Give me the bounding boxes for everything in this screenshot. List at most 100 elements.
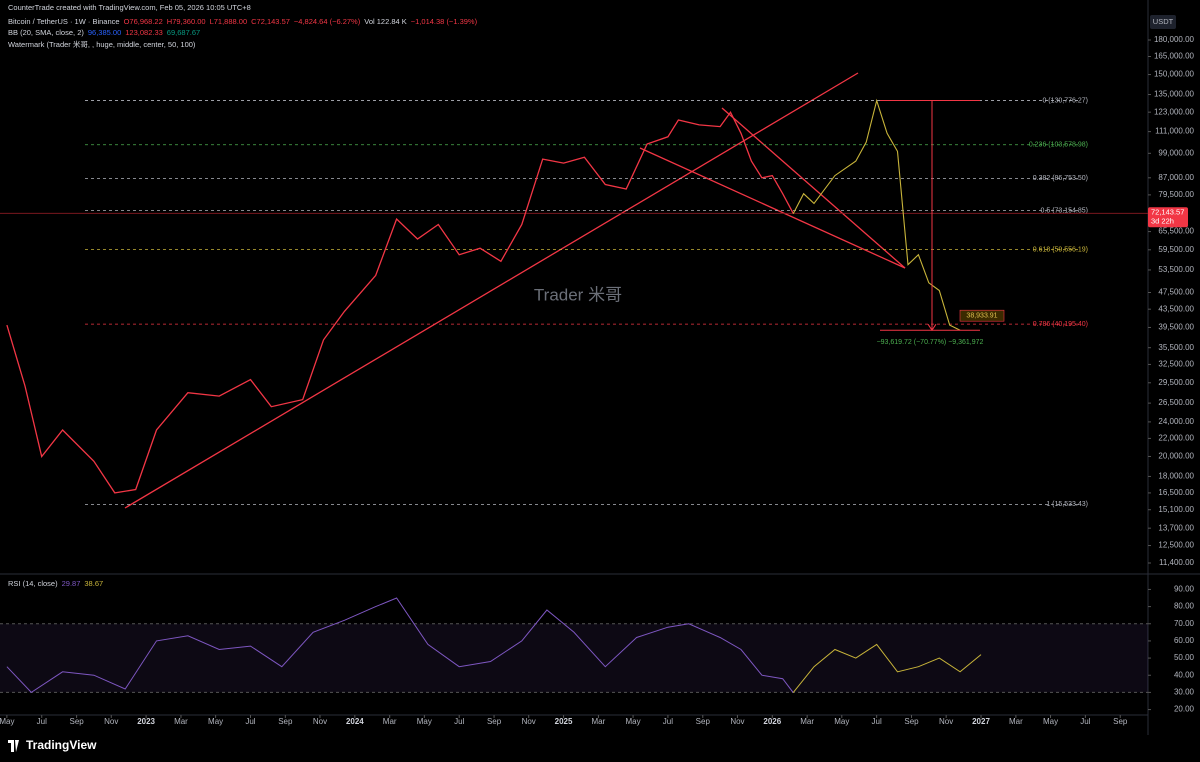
x-tick-label: Sep bbox=[278, 717, 293, 726]
x-tick-label: Jul bbox=[872, 717, 882, 726]
trend-line bbox=[721, 107, 906, 269]
y-tick-label: 180,000.00 bbox=[1154, 35, 1195, 44]
x-tick-label: Jul bbox=[663, 717, 673, 726]
y-tick-label: 47,500.00 bbox=[1158, 288, 1194, 297]
currency-box bbox=[1150, 15, 1176, 29]
y-tick-label: 79,500.00 bbox=[1158, 190, 1194, 199]
fib-label: 0 (130,776.27) bbox=[1042, 97, 1088, 104]
y-tick-label: 65,500.00 bbox=[1158, 227, 1194, 236]
bb: BB (20, SMA, close, 2) bbox=[8, 28, 84, 37]
x-tick-label: Mar bbox=[383, 717, 397, 726]
x-tick-label: May bbox=[1043, 717, 1058, 726]
y-tick-label: 53,500.00 bbox=[1158, 265, 1194, 274]
x-tick-label: Sep bbox=[487, 717, 502, 726]
currency: USDT bbox=[1153, 17, 1174, 26]
target-label: 38,933.91 bbox=[966, 313, 997, 320]
price-line bbox=[792, 643, 982, 693]
y-tick-label: 26,500.00 bbox=[1158, 398, 1194, 407]
fib-label: 0.382 (86,753.50) bbox=[1033, 175, 1088, 182]
y-tick-label: 150,000.00 bbox=[1154, 70, 1195, 79]
y-tick-label: 15,100.00 bbox=[1158, 505, 1194, 514]
x-tick-label: 2025 bbox=[555, 717, 573, 726]
x-tick-label: 2023 bbox=[137, 717, 155, 726]
y-tick-label: 99,000.00 bbox=[1158, 148, 1194, 157]
x-tick-label: Sep bbox=[1113, 717, 1128, 726]
y-tick-label: 11,400.00 bbox=[1159, 558, 1195, 567]
rsi-title: RSI (14, close) bbox=[8, 579, 58, 588]
bb-line: BB (20, SMA, close, 2) 96,385.00 123,082.3… bbox=[8, 28, 204, 37]
y-tick-label: 30.00 bbox=[1174, 688, 1195, 697]
symbol-line: Bitcoin / TetherUS · 1W · Binance O76,968… bbox=[8, 17, 481, 26]
x-tick-label: Sep bbox=[696, 717, 711, 726]
last-price-tag bbox=[1148, 207, 1188, 228]
volume-change: −1,014.38 (−1.39%) bbox=[410, 17, 478, 26]
measure-label: −93,619.72 (−70.77%) −9,361,972 bbox=[877, 339, 984, 346]
volume: Vol 122.84 K bbox=[364, 17, 407, 26]
fib-label: 0.236 (103,578.98) bbox=[1029, 142, 1088, 149]
price-line bbox=[792, 98, 961, 331]
footer-logo: TradingView bbox=[26, 738, 97, 752]
x-tick-label: Sep bbox=[904, 717, 919, 726]
y-tick-label: 16,500.00 bbox=[1158, 488, 1194, 497]
ohlc: C72,143.57 bbox=[251, 17, 290, 26]
trend-lines bbox=[124, 72, 906, 509]
x-tick-label: 2024 bbox=[346, 717, 364, 726]
y-tick-label: 123,000.00 bbox=[1154, 107, 1195, 116]
last-price-label: 72,143.57 bbox=[1151, 207, 1184, 216]
y-tick-label: 111,000.00 bbox=[1155, 127, 1194, 136]
x-tick-label: Jul bbox=[37, 717, 47, 726]
y-tick-label: 80.00 bbox=[1174, 602, 1195, 611]
arrow-head bbox=[927, 323, 937, 332]
fib-label: 0.618 (59,556.19) bbox=[1033, 246, 1088, 253]
fib-label: 0.786 (40,195.40) bbox=[1033, 321, 1088, 328]
x-tick-label: Mar bbox=[592, 717, 606, 726]
credit: CounterTrade created with TradingView.co… bbox=[8, 3, 251, 12]
y-tick-label: 59,500.00 bbox=[1158, 245, 1194, 254]
rsi-band bbox=[0, 623, 1148, 693]
y-tick-label: 32,500.00 bbox=[1158, 360, 1194, 369]
y-tick-label: 20,000.00 bbox=[1158, 452, 1194, 461]
fib-label: 1 (15,533.43) bbox=[1046, 501, 1088, 508]
trend-line bbox=[639, 147, 906, 269]
symbol: Bitcoin / TetherUS · 1W · Binance bbox=[8, 17, 120, 26]
y-tick-label: 43,500.00 bbox=[1158, 304, 1194, 313]
target-box bbox=[959, 309, 1005, 322]
x-tick-label: Mar bbox=[800, 717, 814, 726]
ohlc: O76,968.22 bbox=[123, 17, 163, 26]
y-tick-label: 35,500.00 bbox=[1158, 343, 1194, 352]
x-tick-label: May bbox=[0, 717, 14, 726]
x-tick-label: 2026 bbox=[763, 717, 781, 726]
countdown: 3d 22h bbox=[1151, 216, 1174, 225]
rsi-ma: 38.67 bbox=[84, 579, 104, 588]
x-tick-label: 2027 bbox=[972, 717, 990, 726]
y-tick-label: 40.00 bbox=[1174, 670, 1195, 679]
y-tick-label: 29,500.00 bbox=[1158, 378, 1194, 387]
y-tick-label: 135,000.00 bbox=[1154, 90, 1195, 99]
x-tick-label: Nov bbox=[313, 717, 327, 726]
price-line bbox=[6, 110, 794, 494]
rsi-value: 29.87 bbox=[61, 579, 81, 588]
y-tick-label: 12,500.00 bbox=[1158, 541, 1194, 550]
watermark-settings: Watermark (Trader 米哥, , huge, middle, ce… bbox=[8, 40, 196, 49]
x-tick-label: Nov bbox=[730, 717, 744, 726]
y-tick-label: 90.00 bbox=[1174, 585, 1195, 594]
y-tick-label: 24,000.00 bbox=[1158, 417, 1194, 426]
x-tick-label: Jul bbox=[1080, 717, 1090, 726]
change: −4,824.64 (−6.27%) bbox=[293, 17, 361, 26]
price-line bbox=[6, 597, 794, 694]
x-tick-label: Nov bbox=[939, 717, 953, 726]
x-tick-label: Nov bbox=[522, 717, 536, 726]
x-tick-label: Sep bbox=[69, 717, 84, 726]
x-tick-label: May bbox=[626, 717, 641, 726]
x-tick-label: Jul bbox=[454, 717, 464, 726]
y-tick-label: 18,000.00 bbox=[1158, 472, 1194, 481]
y-tick-label: 70.00 bbox=[1174, 619, 1195, 628]
logo-icon bbox=[8, 740, 19, 752]
x-tick-label: Nov bbox=[104, 717, 118, 726]
y-tick-label: 50.00 bbox=[1174, 653, 1195, 662]
rsi-legend: RSI (14, close) 29.87 38.67 bbox=[8, 579, 107, 588]
x-tick-label: May bbox=[417, 717, 432, 726]
bb-upper: 123,082.33 bbox=[125, 28, 163, 37]
